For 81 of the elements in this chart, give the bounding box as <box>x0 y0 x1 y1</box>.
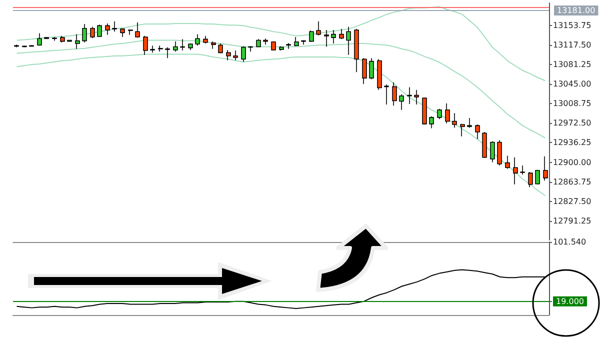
candlestick <box>339 28 344 40</box>
candlestick <box>256 38 261 48</box>
candlestick <box>211 40 216 50</box>
y-tick-label: 13045.00 <box>553 79 592 88</box>
candlestick <box>37 32 42 46</box>
candlestick <box>218 43 223 54</box>
y-tick-label: 19.000 <box>556 296 584 306</box>
candlestick <box>165 46 170 58</box>
candlestick <box>203 36 208 44</box>
candlestick <box>490 140 495 163</box>
ref-line-label: 13181.00 <box>557 6 596 16</box>
candlestick <box>75 34 80 50</box>
candlestick <box>286 42 291 50</box>
y-tick-label: 12936.25 <box>553 138 592 148</box>
candlestick <box>422 97 427 125</box>
candlestick <box>392 82 397 106</box>
y-tick-label: 12827.50 <box>553 196 592 206</box>
y-tick-label: 12791.25 <box>553 216 592 226</box>
candlestick <box>497 140 502 166</box>
candlestick <box>143 36 148 56</box>
candlestick <box>543 156 548 182</box>
candlestick <box>135 22 140 38</box>
candlestick <box>294 36 299 47</box>
candlestick <box>248 46 253 52</box>
y-tick-label: 12972.50 <box>553 118 592 128</box>
line-series <box>16 40 546 138</box>
candlestick <box>331 30 336 44</box>
candlestick <box>188 43 193 50</box>
y-tick-label: 12863.75 <box>553 177 592 186</box>
candlestick <box>233 50 238 61</box>
y-tick-label: 12900.00 <box>553 158 592 167</box>
candlestick <box>369 58 374 80</box>
candlestick <box>105 23 110 36</box>
candlestick <box>475 124 480 140</box>
candlestick <box>452 112 457 128</box>
candlestick <box>128 29 133 36</box>
y-tick-label: 13153.75 <box>553 20 592 30</box>
y-tick-label: 13081.25 <box>553 60 592 69</box>
candlestick <box>354 28 359 73</box>
candlestick <box>535 169 540 185</box>
candlestick <box>528 172 533 188</box>
candlestick <box>505 155 510 170</box>
y-tick-label: 13117.50 <box>553 40 592 50</box>
candlestick <box>324 30 329 48</box>
candlestick <box>60 36 65 43</box>
candlestick <box>120 28 125 38</box>
y-tick-label: 13008.75 <box>553 99 592 108</box>
candlestick <box>226 50 231 61</box>
candlestick <box>180 38 185 51</box>
candlestick <box>429 116 434 129</box>
candlestick <box>263 38 268 45</box>
candlestick <box>482 132 487 158</box>
candlestick <box>513 157 518 185</box>
line-series <box>16 54 546 196</box>
candlestick <box>407 86 412 104</box>
line-series <box>16 269 546 310</box>
candlestick <box>82 24 87 43</box>
candlestick <box>241 46 246 62</box>
candlestick <box>316 20 321 36</box>
candlestick <box>158 45 163 52</box>
candlestick <box>195 34 200 46</box>
candlestick <box>445 103 450 124</box>
candlestick <box>362 58 367 84</box>
line-series <box>16 6 546 82</box>
candlestick <box>377 58 382 90</box>
candlestick <box>97 24 102 38</box>
y-tick-label: 101.540 <box>553 238 586 246</box>
candlestick <box>414 90 419 105</box>
candlestick <box>520 165 525 176</box>
candlestick <box>346 26 351 56</box>
candlestick <box>271 40 276 51</box>
candlestick <box>399 94 404 110</box>
candlestick <box>467 118 472 128</box>
candlestick <box>437 108 442 120</box>
candlestick <box>460 124 465 137</box>
candlestick <box>150 45 155 54</box>
candlestick <box>112 20 117 32</box>
candlestick <box>173 40 178 52</box>
candlestick <box>384 84 389 105</box>
candlestick <box>309 30 314 42</box>
candlestick <box>90 26 95 38</box>
